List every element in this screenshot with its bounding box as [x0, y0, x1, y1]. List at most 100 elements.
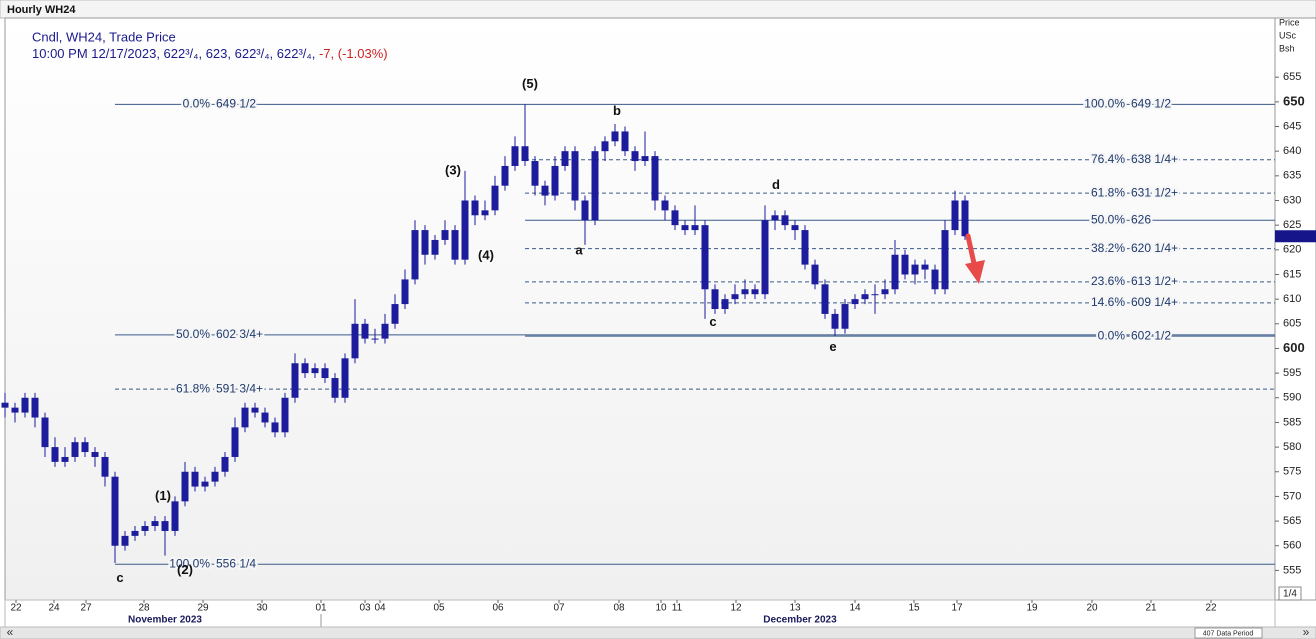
y-tick-label: 650: [1283, 93, 1305, 108]
candle-body: [951, 200, 959, 231]
x-tick-label: 01: [315, 603, 327, 614]
header-bar: [0, 0, 1316, 19]
candle-body: [761, 220, 769, 295]
candle-body: [461, 200, 469, 260]
x-tick-label: 14: [849, 603, 861, 614]
x-tick-label: 12: [730, 603, 742, 614]
candle-body: [11, 407, 19, 413]
candle-body: [651, 156, 659, 201]
candle-body: [811, 264, 819, 285]
x-tick-label: 07: [553, 603, 565, 614]
candle-body: [291, 363, 299, 398]
candle-body: [311, 368, 319, 374]
candle-body: [171, 501, 179, 531]
scrollbar[interactable]: [0, 626, 1316, 639]
y-tick-label: 655: [1283, 71, 1301, 83]
candle-body: [191, 471, 199, 487]
candle-body: [221, 456, 229, 472]
candle-body: [501, 165, 509, 186]
candle-body: [881, 289, 889, 295]
wave-label: d: [772, 177, 780, 192]
candle-body: [261, 412, 269, 423]
fib-price: 626: [1131, 212, 1151, 226]
y-tick-label: 615: [1283, 268, 1301, 280]
candle-body: [561, 151, 569, 166]
y-tick-label: 620: [1283, 244, 1301, 256]
legend-line: Cndl, WH24, Trade Price: [32, 29, 176, 44]
fib-price: 602 1/2: [1131, 328, 1171, 342]
candle-body: [521, 146, 529, 162]
candle-body: [1, 402, 9, 408]
candle-body: [551, 165, 559, 196]
candle-body: [771, 215, 779, 221]
y-tick-label: 595: [1283, 367, 1301, 379]
candle-body: [111, 476, 119, 546]
candle-body: [921, 264, 929, 270]
fib-percent: 76.4%: [1091, 152, 1125, 166]
wave-label: c: [116, 570, 123, 585]
y-tick-label: 590: [1283, 392, 1301, 404]
candle-body: [731, 294, 739, 300]
x-tick-label: 22: [10, 603, 22, 614]
candle-body: [81, 442, 89, 453]
candle-body: [711, 289, 719, 309]
fib-percent: 0.0%: [1098, 328, 1126, 342]
wave-label: b: [613, 103, 621, 118]
scroll-left[interactable]: «: [7, 625, 14, 639]
wave-label: (2): [177, 562, 193, 577]
page-box: [1278, 586, 1302, 601]
legend-change: -7, (-1.03%): [319, 46, 388, 61]
x-tick-label: 22: [1205, 603, 1217, 614]
y-tick-label: 585: [1283, 416, 1301, 428]
fib-price: 609 1/4+: [1131, 295, 1178, 309]
candle-body: [781, 215, 789, 226]
scroll-right[interactable]: »: [1303, 625, 1310, 639]
fib-price: 649 1/2: [1131, 96, 1171, 110]
x-tick-label: 06: [492, 603, 504, 614]
x-tick-label: 11: [672, 603, 683, 614]
candle-body: [61, 456, 69, 462]
candle-body: [961, 200, 969, 237]
candle-body: [21, 397, 29, 413]
candle-body: [571, 151, 579, 201]
candle-body: [681, 225, 689, 231]
data-period-box: [1194, 627, 1263, 639]
candle-body: [751, 289, 759, 295]
time-axis: [4, 599, 1276, 628]
x-tick-label: 13: [789, 603, 801, 614]
last-price-marker: [1275, 230, 1316, 243]
month-label: December 2023: [763, 615, 837, 626]
candle-body: [151, 521, 159, 527]
candle-body: [201, 481, 209, 487]
chart-title: Hourly WH24: [7, 4, 76, 16]
x-tick-label: 10: [655, 603, 667, 614]
legend-line: 10:00 PM 12/17/2023, 622³/₄, 623, 622³/₄…: [32, 46, 388, 61]
fib-percent: 50.0%: [176, 327, 210, 341]
fib-percent: 14.6%: [1091, 295, 1125, 309]
candle-body: [601, 141, 609, 152]
candle-body: [131, 530, 139, 536]
fib-percent: 61.8%: [1091, 185, 1125, 199]
candle-body: [321, 368, 329, 379]
candle-body: [931, 269, 939, 290]
y-tick-label: 565: [1283, 515, 1301, 527]
candle-body: [621, 131, 629, 152]
fib-price: 638 1/4+: [1131, 152, 1178, 166]
x-tick-label: 27: [80, 603, 92, 614]
candle-body: [71, 442, 79, 457]
candle-body: [241, 407, 249, 428]
candle-body: [211, 471, 219, 482]
month-label: November 2023: [128, 615, 202, 626]
candle-body: [41, 417, 49, 448]
candle-body: [341, 358, 349, 398]
candle-body: [821, 284, 829, 314]
fib-price: 620 1/4+: [1131, 241, 1178, 255]
axis-title: USc: [1279, 30, 1297, 40]
fib-percent: 38.2%: [1091, 241, 1125, 255]
candle-body: [691, 225, 699, 231]
wave-label: c: [709, 314, 716, 329]
fib-percent: 100.0%: [1084, 96, 1125, 110]
candle-body: [901, 254, 909, 275]
